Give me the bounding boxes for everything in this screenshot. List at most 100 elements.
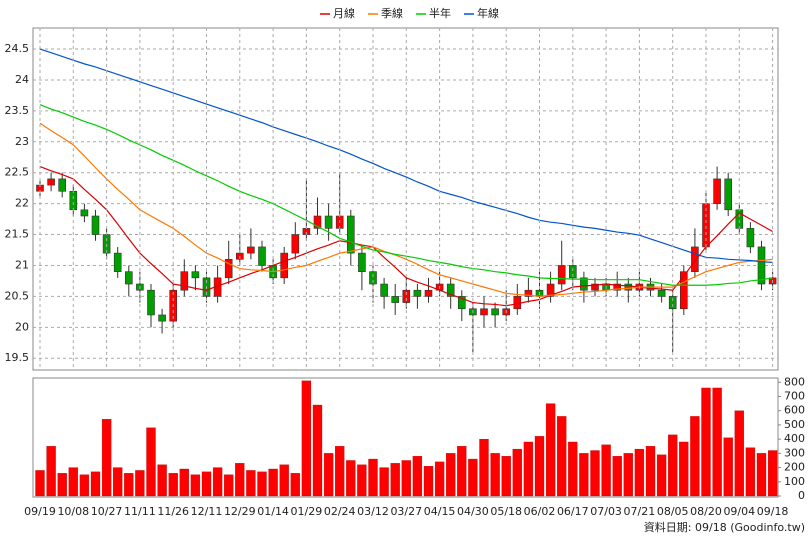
- x-tick-label: 12/29: [224, 505, 256, 518]
- candle-body: [691, 246, 699, 272]
- volume-bar: [668, 434, 678, 497]
- y-tick-label: 200: [784, 461, 805, 474]
- volume-bar: [57, 473, 67, 497]
- x-tick-label: 01/14: [257, 505, 289, 518]
- candle-body: [158, 314, 166, 322]
- volume-bar: [68, 467, 78, 497]
- y-tick-label: 24: [15, 73, 29, 86]
- volume-bar: [124, 473, 134, 497]
- candle-body: [491, 308, 499, 316]
- price-panel: [32, 27, 779, 371]
- volume-bar: [323, 453, 334, 497]
- x-tick-label: 09/04: [723, 505, 755, 518]
- candle-body: [446, 283, 455, 297]
- volume-bar: [612, 456, 622, 497]
- candle-body: [568, 265, 577, 279]
- volume-bar: [512, 448, 522, 497]
- y-tick-label: 21: [15, 258, 29, 271]
- candle-body: [380, 283, 388, 297]
- x-tick-label: 05/18: [490, 505, 522, 518]
- y-tick-label: 19.5: [5, 351, 30, 364]
- volume-bar: [157, 464, 167, 497]
- candle-body: [247, 246, 255, 254]
- candle-body: [69, 190, 78, 211]
- volume-bar: [645, 446, 656, 497]
- x-tick-label: 09/18: [757, 505, 789, 518]
- candle-body: [580, 277, 588, 291]
- candle-body: [613, 283, 622, 291]
- candle-body: [746, 228, 755, 248]
- x-tick-label: 04/30: [457, 505, 489, 518]
- x-tick-label: 07/21: [624, 505, 656, 518]
- volume-bar: [701, 387, 711, 497]
- candle-body: [424, 289, 433, 297]
- candle-body: [624, 283, 633, 291]
- x-tick-label: 02/24: [324, 505, 356, 518]
- candle-body: [125, 271, 133, 285]
- volume-bar: [268, 468, 278, 497]
- candle-body: [147, 289, 155, 316]
- candle-body: [391, 296, 400, 303]
- volume-bar: [723, 437, 733, 497]
- y-tick-label: 400: [784, 432, 805, 445]
- candle-body: [591, 283, 599, 291]
- volume-bar: [368, 458, 378, 497]
- legend-label: 年線: [477, 6, 499, 20]
- x-tick-label: 11/26: [157, 505, 189, 518]
- x-tick-label: 09/19: [24, 505, 56, 518]
- y-tick-label: 22: [15, 197, 29, 210]
- volume-bar: [346, 460, 356, 497]
- x-tick-label: 10/27: [91, 505, 123, 518]
- volume-bar: [301, 380, 312, 497]
- candle-body: [668, 296, 677, 310]
- candle-body: [291, 234, 300, 254]
- x-tick-label: 03/12: [357, 505, 389, 518]
- volume-bar: [534, 436, 545, 497]
- volume-bar: [523, 441, 534, 497]
- candle-body: [546, 283, 555, 297]
- volume-bar: [423, 465, 434, 497]
- volume-bar: [113, 467, 123, 497]
- ma-line: [39, 122, 773, 298]
- volume-bar: [335, 446, 345, 497]
- volume-bar: [634, 448, 645, 497]
- volume-bar: [190, 474, 201, 497]
- candle-body: [313, 215, 322, 229]
- candle-body: [324, 215, 333, 229]
- volume-bar: [557, 416, 567, 497]
- volume-bar: [468, 458, 478, 497]
- volume-bar: [756, 453, 767, 497]
- volume-bar: [434, 461, 445, 497]
- y-tick-label: 23: [15, 135, 29, 148]
- ma-line: [39, 48, 773, 263]
- footer: 資料日期: 09/18 (Goodinfo.tw): [644, 520, 805, 534]
- y-tick-label: 300: [784, 446, 805, 459]
- candle-body: [91, 215, 100, 235]
- volume-bar: [490, 453, 500, 497]
- candle-body: [369, 271, 377, 285]
- candle-body: [724, 178, 733, 211]
- x-tick-label: 08/05: [657, 505, 689, 518]
- volume-bar: [412, 456, 423, 497]
- volume-bar: [623, 453, 633, 497]
- x-tick-label: 12/11: [191, 505, 223, 518]
- volume-bar: [79, 474, 90, 497]
- volume-bar: [257, 471, 267, 497]
- x-tick-label: 06/02: [524, 505, 556, 518]
- volume-bar: [201, 471, 212, 497]
- candle-body: [402, 289, 411, 303]
- x-tick-label: 04/15: [424, 505, 456, 518]
- candle-body: [713, 178, 721, 204]
- volume-bar: [690, 416, 700, 497]
- volume-bar: [446, 453, 456, 497]
- y-tick-label: 500: [784, 418, 805, 431]
- candle-body: [113, 252, 122, 272]
- volume-bar: [401, 460, 411, 497]
- volume-bar: [601, 444, 611, 497]
- legend-label: 季線: [381, 6, 403, 20]
- y-tick-label: 100: [784, 475, 805, 488]
- volume-bar: [179, 468, 189, 497]
- volume-bar: [767, 450, 778, 497]
- y-tick-label: 21.5: [5, 228, 30, 241]
- volume-bar: [290, 473, 300, 497]
